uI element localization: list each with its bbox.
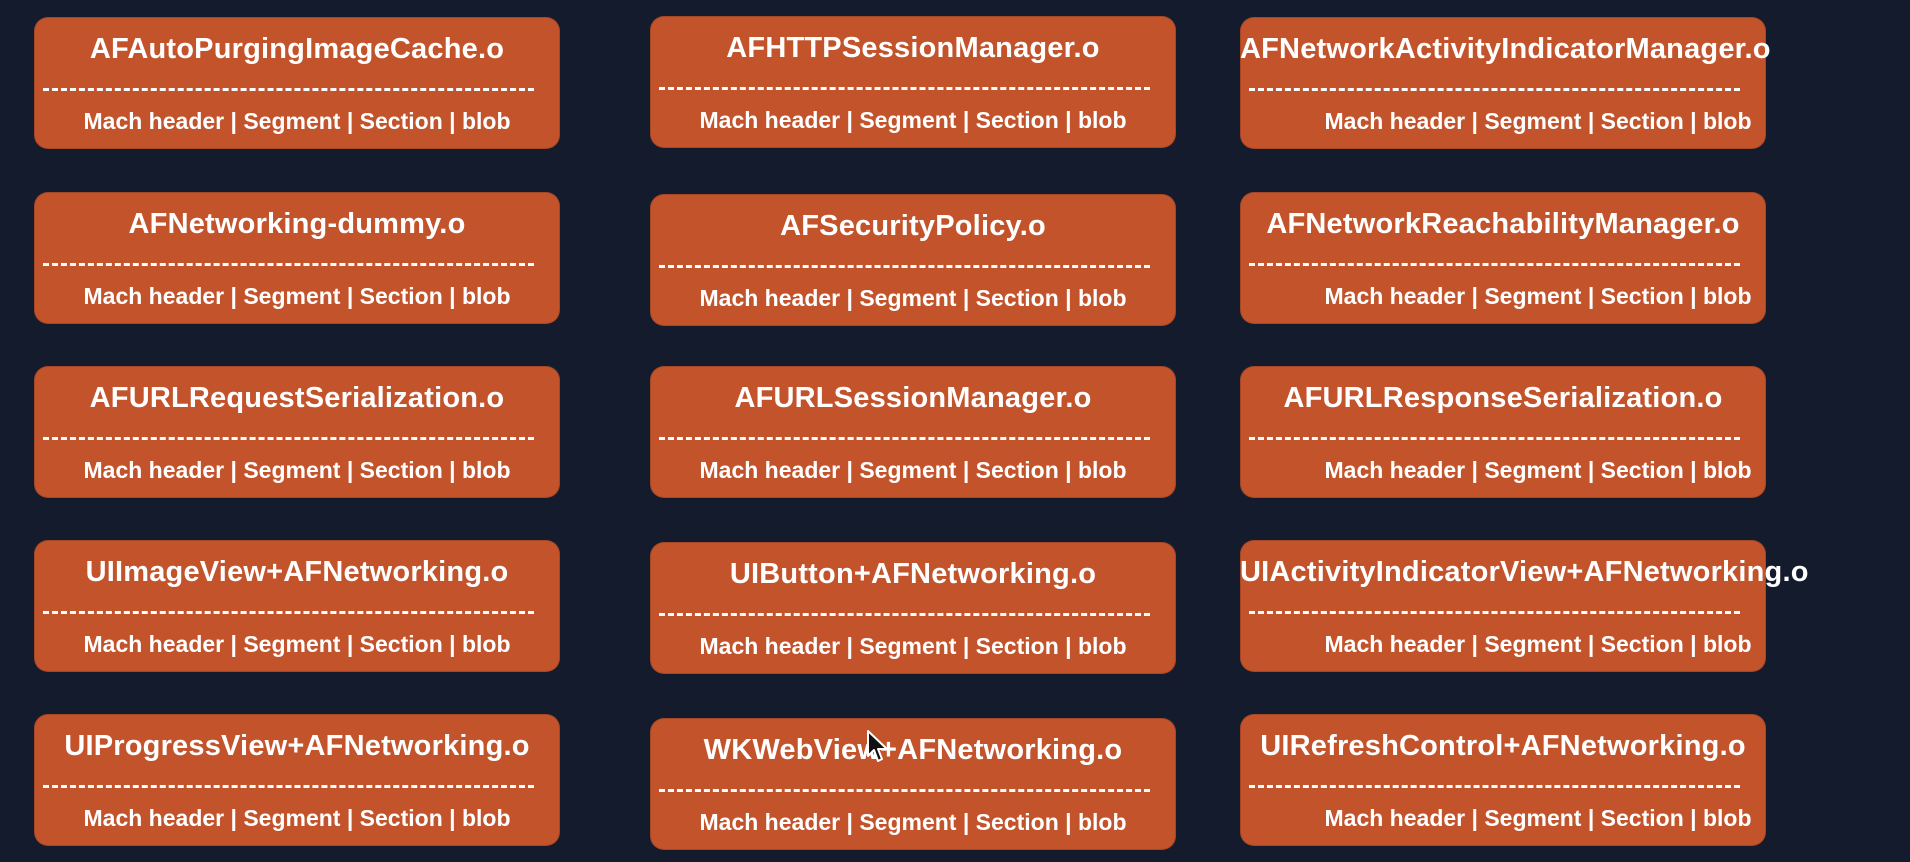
object-file-name: UIRefreshControl+AFNetworking.o [1260, 730, 1746, 762]
object-file-layout: Mach header | Segment | Section | blob [83, 457, 511, 483]
object-file-layout: Mach header | Segment | Section | blob [83, 631, 511, 657]
object-file-name: AFURLSessionManager.o [734, 382, 1092, 414]
object-file-name: WKWebView+AFNetworking.o [703, 734, 1123, 766]
divider-dashed [43, 785, 534, 788]
object-file-name: AFHTTPSessionManager.o [726, 32, 1100, 64]
object-file-name: UIActivityIndicatorView+AFNetworking.o [1240, 556, 1809, 588]
object-file-box: AFURLRequestSerialization.o Mach header … [34, 366, 560, 498]
object-file-box: AFNetworkActivityIndicatorManager.o Mach… [1240, 17, 1771, 149]
divider-dashed [43, 88, 534, 91]
object-file-layout: Mach header | Segment | Section | blob [83, 108, 511, 134]
object-file-box: UIButton+AFNetworking.o Mach header | Se… [650, 542, 1176, 674]
object-file-box: AFNetworking-dummy.o Mach header | Segme… [34, 192, 560, 324]
object-file-layout: Mach header | Segment | Section | blob [83, 805, 511, 831]
divider-dashed [43, 611, 534, 614]
object-file-box: UIRefreshControl+AFNetworking.o Mach hea… [1240, 714, 1766, 846]
object-file-name: AFNetworking-dummy.o [128, 208, 466, 240]
divider-dashed [659, 789, 1150, 792]
divider-dashed [659, 87, 1150, 90]
divider-dashed [1249, 785, 1740, 788]
object-file-layout: Mach header | Segment | Section | blob [83, 283, 511, 309]
object-file-box: AFNetworkReachabilityManager.o Mach head… [1240, 192, 1766, 324]
divider-dashed [1249, 88, 1740, 91]
object-file-box: WKWebView+AFNetworking.o Mach header | S… [650, 718, 1176, 850]
object-file-box: AFAutoPurgingImageCache.o Mach header | … [34, 17, 560, 149]
divider-dashed [1249, 611, 1740, 614]
object-file-box: AFSecurityPolicy.o Mach header | Segment… [650, 194, 1176, 326]
object-file-name: AFURLRequestSerialization.o [89, 382, 505, 414]
object-file-name: UIImageView+AFNetworking.o [85, 556, 509, 588]
object-file-box: UIActivityIndicatorView+AFNetworking.o M… [1240, 540, 1809, 672]
object-file-name: AFAutoPurgingImageCache.o [89, 33, 505, 65]
object-file-layout: Mach header | Segment | Section | blob [1324, 457, 1752, 483]
object-file-name: AFURLResponseSerialization.o [1283, 382, 1723, 414]
object-file-name: AFNetworkActivityIndicatorManager.o [1240, 33, 1771, 65]
object-file-box: AFURLSessionManager.o Mach header | Segm… [650, 366, 1176, 498]
divider-dashed [659, 265, 1150, 268]
object-file-layout: Mach header | Segment | Section | blob [1324, 805, 1752, 831]
object-file-layout: Mach header | Segment | Section | blob [699, 809, 1127, 835]
object-file-layout: Mach header | Segment | Section | blob [1324, 108, 1752, 134]
object-file-layout: Mach header | Segment | Section | blob [1324, 631, 1752, 657]
object-file-layout: Mach header | Segment | Section | blob [699, 285, 1127, 311]
object-file-box: UIProgressView+AFNetworking.o Mach heade… [34, 714, 560, 846]
object-file-name: UIButton+AFNetworking.o [729, 558, 1097, 590]
divider-dashed [43, 263, 534, 266]
object-file-box: AFHTTPSessionManager.o Mach header | Seg… [650, 16, 1176, 148]
divider-dashed [1249, 437, 1740, 440]
divider-dashed [659, 613, 1150, 616]
divider-dashed [659, 437, 1150, 440]
divider-dashed [43, 437, 534, 440]
object-file-box: UIImageView+AFNetworking.o Mach header |… [34, 540, 560, 672]
mouse-pointer-icon [867, 730, 888, 762]
object-file-name: AFNetworkReachabilityManager.o [1266, 208, 1740, 240]
object-file-layout: Mach header | Segment | Section | blob [699, 633, 1127, 659]
object-file-name: AFSecurityPolicy.o [780, 210, 1046, 242]
divider-dashed [1249, 263, 1740, 266]
object-file-name: UIProgressView+AFNetworking.o [64, 730, 530, 762]
object-file-layout: Mach header | Segment | Section | blob [699, 107, 1127, 133]
object-file-layout: Mach header | Segment | Section | blob [1324, 283, 1752, 309]
object-file-layout: Mach header | Segment | Section | blob [699, 457, 1127, 483]
object-file-box: AFURLResponseSerialization.o Mach header… [1240, 366, 1766, 498]
